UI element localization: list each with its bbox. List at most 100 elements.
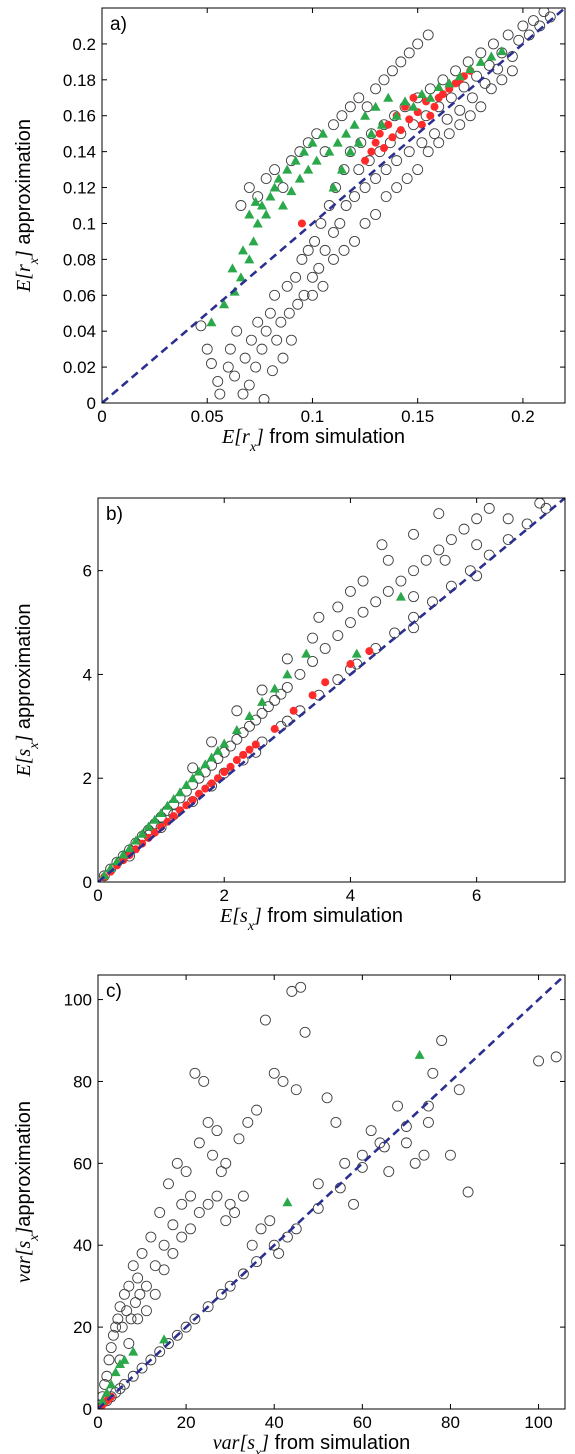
data-point	[392, 1100, 404, 1112]
data-point	[149, 814, 160, 824]
data-point	[425, 92, 436, 102]
data-point	[154, 1207, 166, 1218]
data-point	[283, 307, 295, 319]
data-point	[395, 591, 406, 601]
data-point	[409, 93, 418, 102]
data-point	[101, 1370, 113, 1382]
data-point	[307, 137, 318, 147]
data-point	[195, 320, 207, 332]
data-point	[319, 244, 331, 256]
x-axis-label: E[rx] from simulation	[221, 426, 405, 455]
panel-c: 0 20 40 60 80 100 0 20 40 60 80 100 c) var[sx] from s…	[13, 974, 566, 1454]
data-point	[307, 271, 318, 283]
data-point	[257, 696, 268, 706]
data-point	[154, 1346, 166, 1358]
data-point	[245, 745, 254, 754]
data-point	[277, 200, 288, 210]
data-point	[256, 684, 268, 696]
data-point	[256, 343, 268, 355]
data-point	[265, 191, 276, 201]
data-point	[220, 767, 229, 776]
data-point	[214, 388, 226, 400]
data-point	[281, 681, 293, 693]
data-point	[422, 29, 434, 41]
y-tick-label: 100	[64, 991, 92, 1010]
data-point	[260, 325, 272, 337]
data-point	[260, 173, 272, 185]
data-point	[220, 1157, 232, 1169]
data-point	[420, 554, 432, 566]
data-point	[124, 843, 135, 853]
data-point	[206, 317, 217, 327]
data-point	[517, 20, 529, 32]
data-point	[220, 1215, 232, 1227]
data-point	[414, 1049, 425, 1059]
data-point	[264, 307, 276, 319]
data-point	[155, 822, 167, 833]
data-point	[116, 1321, 128, 1333]
data-point	[367, 147, 376, 156]
x-tick-label: 0	[97, 407, 106, 426]
data-point	[158, 1264, 170, 1276]
data-point	[219, 299, 230, 309]
data-point	[251, 1256, 263, 1268]
data-point	[119, 1354, 130, 1364]
data-point	[262, 701, 274, 713]
data-point	[296, 253, 308, 265]
data-point	[479, 77, 491, 89]
data-point	[207, 1149, 218, 1161]
data-point	[403, 47, 415, 59]
data-point	[365, 1125, 377, 1137]
data-point	[315, 218, 327, 229]
panel-label: b)	[106, 504, 123, 525]
data-point	[317, 128, 328, 138]
y-tick-label: 0	[83, 873, 92, 892]
data-point	[475, 56, 486, 66]
data-point	[145, 1231, 157, 1243]
data-point	[462, 56, 474, 68]
x-tick-label: 0	[93, 886, 102, 905]
y-tick-label: 0.1	[72, 214, 96, 233]
data-point	[307, 289, 318, 301]
data-point	[256, 707, 268, 719]
y-tick-label: 0.08	[63, 250, 96, 269]
data-point	[110, 1321, 122, 1333]
y-axis-label: E[rx] approximation	[13, 119, 42, 293]
data-point	[540, 502, 552, 514]
data-point	[370, 173, 382, 185]
data-point	[465, 64, 476, 74]
x-tick-label: 0.2	[511, 407, 535, 426]
data-point	[244, 710, 255, 720]
data-point	[454, 104, 466, 116]
data-point	[252, 316, 264, 328]
data-point	[211, 1190, 223, 1202]
y-tick-label: 0.2	[72, 35, 96, 54]
x-tick-label: 100	[524, 1413, 552, 1432]
data-point	[285, 334, 297, 346]
data-point	[244, 720, 255, 732]
data-point	[277, 182, 289, 193]
data-point	[267, 365, 278, 377]
data-point	[269, 182, 280, 192]
data-point	[243, 379, 255, 391]
data-point	[239, 750, 248, 759]
data-point	[127, 1260, 139, 1272]
data-point	[338, 164, 350, 176]
data-point	[370, 101, 381, 111]
data-point	[303, 164, 314, 174]
x-tick-label: 60	[353, 1413, 372, 1432]
data-point	[301, 648, 312, 658]
y-tick-label: 0	[83, 1400, 92, 1419]
data-point	[212, 745, 223, 755]
data-point	[180, 1166, 192, 1177]
data-point	[336, 164, 347, 174]
data-point	[235, 272, 246, 282]
data-point	[237, 388, 249, 400]
data-point	[229, 370, 241, 382]
data-point	[242, 1116, 254, 1128]
series-filled-triangle	[206, 46, 507, 327]
data-point	[471, 70, 483, 82]
data-point	[370, 209, 382, 220]
data-point	[110, 1367, 121, 1377]
data-point	[483, 502, 495, 514]
